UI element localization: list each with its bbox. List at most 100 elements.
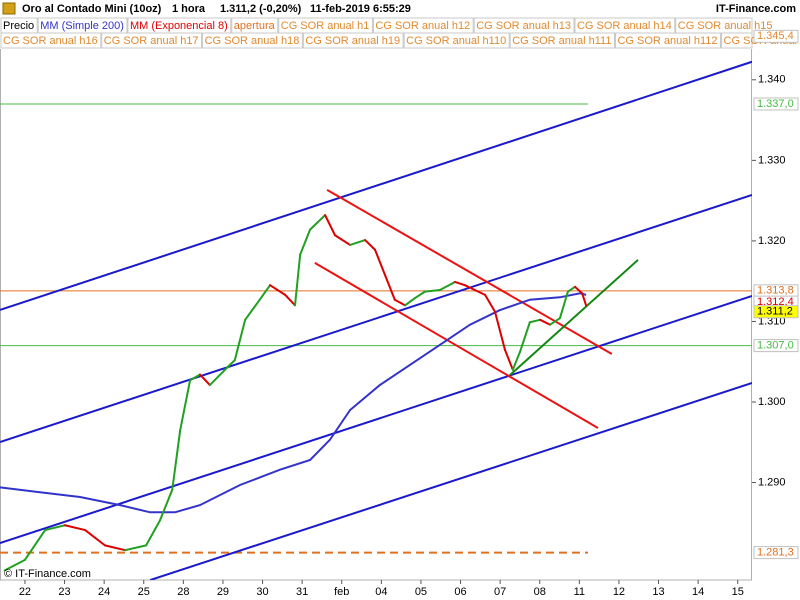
legend-entry: CG SOR anual h16 (3, 35, 98, 47)
x-tick-label: 05 (415, 586, 427, 598)
ema-segment (581, 292, 588, 307)
legend-box (101, 32, 203, 49)
legend-entry: Precio (3, 20, 34, 32)
y-tick-label: 1.340 (758, 74, 786, 86)
ema-segment (423, 289, 441, 293)
legend-box (721, 32, 753, 49)
ema-segment (383, 273, 396, 301)
plot-area (0, 60, 752, 580)
legend-box (614, 32, 722, 49)
ema-segment (3, 558, 26, 572)
last-price: 1.311,2 (-0,20%) (220, 3, 302, 15)
ema-segment (463, 284, 476, 292)
ema-segment (189, 373, 201, 382)
series-line (0, 292, 587, 514)
price-label: 1.311,2 (757, 306, 793, 318)
watermark: © IT-Finance.com (4, 568, 91, 580)
price-label: 1.281,3 (757, 547, 794, 559)
ema-segment (414, 290, 426, 300)
price-label-box (753, 305, 799, 319)
ema-segment (244, 298, 261, 321)
ema-segment (374, 248, 386, 276)
ema-segment (324, 214, 337, 237)
trendline (149, 382, 752, 580)
price-label-box (753, 29, 799, 43)
ema-segment (539, 318, 552, 326)
x-tick-label: 31 (296, 586, 308, 598)
ema-segment (438, 280, 457, 292)
price-label: 1.307,0 (757, 340, 794, 352)
legend-box (403, 32, 510, 49)
ema-segment (284, 293, 297, 307)
legend-entry: CG SOR anual h13 (476, 20, 571, 32)
x-tick-label: 14 (692, 586, 704, 598)
ema-segment (404, 297, 417, 307)
ema-segment (124, 544, 148, 552)
ema-segment (23, 529, 47, 561)
ema-segment (549, 317, 561, 326)
x-tick-label: 25 (138, 586, 150, 598)
legend-box (509, 32, 615, 49)
header-bar (0, 0, 800, 17)
ema-segment (518, 321, 531, 354)
x-tick-label: 12 (613, 586, 625, 598)
legend-entry: CG SOR anual h12 (375, 20, 470, 32)
ema-segment (364, 239, 377, 251)
ema-segment (171, 429, 182, 491)
ema-segment (493, 310, 506, 351)
period: 1 hora (172, 3, 206, 15)
ema-segment (558, 290, 569, 320)
x-tick-label: 23 (58, 586, 70, 598)
x-tick-label: 30 (256, 586, 268, 598)
legend-box (302, 32, 404, 49)
x-tick-label: 08 (534, 586, 546, 598)
ema-segment (233, 318, 247, 362)
ema-segment (528, 318, 542, 324)
ema-segment (473, 289, 487, 296)
ema-segment (334, 234, 352, 246)
trendline (0, 193, 752, 443)
trendline (0, 294, 752, 545)
y-tick-label: 1.320 (758, 235, 786, 247)
y-tick-label: 1.310 (758, 315, 786, 327)
x-tick-label: 11 (574, 586, 585, 598)
x-tick-label: 15 (732, 586, 744, 598)
x-tick-label: 29 (217, 586, 229, 598)
x-tick-label: 04 (375, 586, 387, 598)
trendline (0, 60, 752, 311)
legend-entry: MM (Simple 200) (40, 20, 124, 32)
ema-segment (103, 544, 127, 552)
ema-segment (573, 285, 584, 295)
ema-segment (393, 298, 407, 307)
x-tick-label: 06 (454, 586, 466, 598)
y-tick-label: 1.330 (758, 154, 786, 166)
ema-segment (349, 239, 367, 246)
price-label-box (753, 97, 799, 111)
ema-segment (179, 379, 192, 432)
legend-entry: CG SOR anual h110 (406, 35, 506, 47)
legend-entry: CG SOR anual h17 (104, 35, 199, 47)
x-tick-label: 13 (652, 586, 664, 598)
y-tick-label: 1.290 (758, 476, 786, 488)
x-tick-label: 07 (494, 586, 506, 598)
legend-entry: CG SOR anual h18 (205, 35, 300, 47)
brand: IT-Finance.com (716, 3, 796, 15)
ema-segment (198, 373, 211, 387)
legend-entry: CG SOR anual h112 (617, 35, 717, 47)
ema-segment (503, 348, 514, 371)
ema-segment (299, 228, 312, 256)
ema-segment (208, 368, 226, 387)
price-label: 1.313,8 (757, 285, 794, 297)
legend-entry: CG SOR anual h1 (281, 20, 370, 32)
legend-entry: CG SOR anual h111 (512, 35, 611, 47)
legend-entry: CG SOR anual h14 (577, 20, 672, 32)
datetime: 11-feb-2019 6:55:29 (310, 3, 411, 15)
ema-segment (454, 280, 466, 287)
price-label: 1.337,0 (757, 98, 794, 110)
ema-segment (44, 524, 66, 532)
ema-segment (566, 285, 576, 293)
legend-entry: apertura (234, 20, 276, 32)
legend-box (202, 32, 303, 49)
